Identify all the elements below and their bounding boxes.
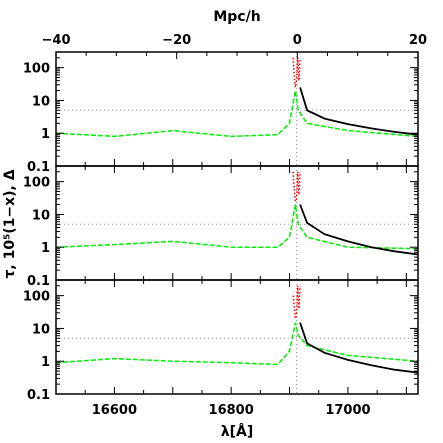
panel-frame [55,165,419,281]
y-tick-label: 100 [23,176,50,191]
series-dashed-green [55,322,419,366]
series-dashed-green [55,90,419,138]
y-tick-label: 1 [41,241,50,256]
panel-1 [55,51,419,167]
series-solid-black [299,322,419,374]
y-tick-label: 0.1 [27,388,50,403]
series-dotted-red [292,171,301,205]
y-tick-label: 10 [32,322,50,337]
y-tick-label: 1 [41,355,50,370]
y-tick-label: 0.1 [27,160,50,175]
y-tick-label: 0.1 [27,274,50,289]
panels-layer [55,51,419,395]
x-axis-title: λ[Å] [221,423,254,440]
y-tick-label: 100 [23,290,50,305]
panel-frame [55,279,419,395]
y-axis-title: τ, 10⁵(1−x), Δ [2,169,18,278]
y-tick-label: 10 [32,208,50,223]
x-tick-label: 16600 [92,403,137,418]
panel-frame [55,51,419,167]
top-tick-label: 0 [293,33,302,48]
y-tick-label: 100 [23,62,50,77]
top-tick-label: 20 [409,33,427,48]
series-dotted-red [292,285,301,319]
top-tick-label: −40 [42,33,71,48]
y-tick-label: 10 [32,94,50,109]
series-dashed-green [55,204,419,250]
panel-3 [55,279,419,395]
top-axis-title: Mpc/h [213,9,260,25]
y-tick-label: 1 [41,127,50,142]
top-tick-label: −20 [162,33,191,48]
series-solid-black [299,87,419,136]
x-tick-label: 17000 [325,403,370,418]
series-solid-black [299,204,419,256]
panel-2 [55,165,419,281]
series-dotted-red [292,57,301,88]
x-tick-label: 16800 [209,403,254,418]
